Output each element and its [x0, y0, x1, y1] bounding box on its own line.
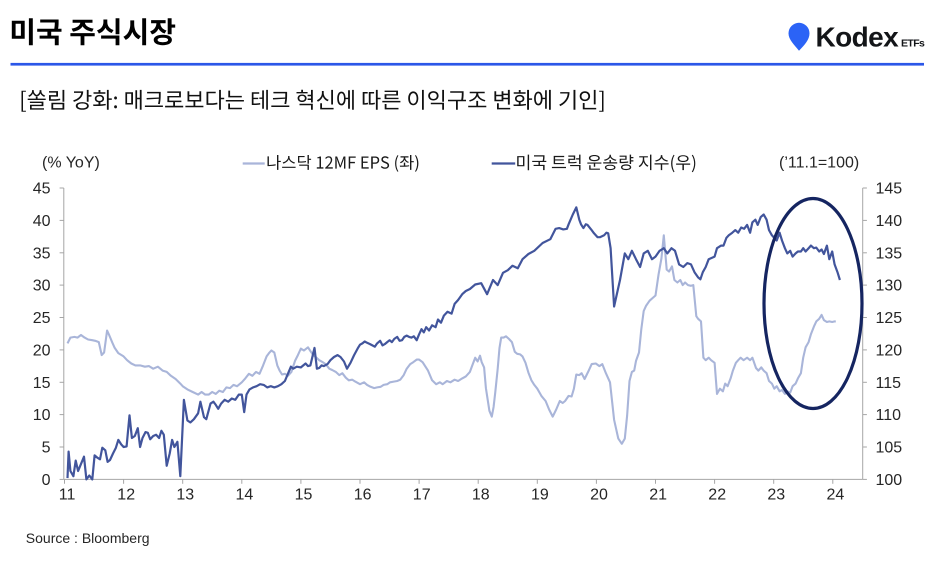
- svg-text:15: 15: [33, 375, 51, 392]
- svg-text:20: 20: [590, 487, 608, 504]
- svg-text:30: 30: [33, 278, 51, 295]
- svg-text:5: 5: [42, 440, 51, 457]
- svg-text:18: 18: [472, 487, 490, 504]
- svg-text:21: 21: [649, 487, 667, 504]
- svg-text:45: 45: [33, 181, 51, 198]
- svg-text:(% YoY): (% YoY): [42, 155, 100, 172]
- svg-text:40: 40: [33, 213, 51, 230]
- svg-text:12: 12: [117, 487, 135, 504]
- svg-text:35: 35: [33, 245, 51, 262]
- svg-text:17: 17: [413, 487, 431, 504]
- svg-text:20: 20: [33, 342, 51, 359]
- svg-text:120: 120: [876, 342, 903, 359]
- svg-text:135: 135: [876, 245, 903, 262]
- svg-text:16: 16: [354, 487, 372, 504]
- svg-text:11: 11: [59, 487, 76, 504]
- svg-text:110: 110: [876, 407, 902, 424]
- svg-text:25: 25: [33, 310, 51, 327]
- svg-text:105: 105: [876, 440, 903, 457]
- svg-text:115: 115: [876, 375, 902, 392]
- svg-text:19: 19: [531, 487, 549, 504]
- svg-text:140: 140: [876, 213, 903, 230]
- svg-text:100: 100: [876, 472, 903, 489]
- svg-text:ETFs: ETFs: [901, 37, 925, 49]
- svg-text:(’11.1=100): (’11.1=100): [779, 155, 859, 172]
- svg-text:22: 22: [708, 487, 726, 504]
- svg-text:13: 13: [176, 487, 194, 504]
- svg-text:Source : Bloomberg: Source : Bloomberg: [26, 530, 150, 546]
- svg-text:0: 0: [42, 472, 51, 489]
- svg-text:125: 125: [876, 310, 903, 327]
- svg-text:15: 15: [295, 487, 313, 504]
- svg-text:23: 23: [767, 487, 785, 504]
- svg-text:24: 24: [827, 487, 845, 504]
- svg-text:145: 145: [876, 181, 903, 198]
- svg-text:130: 130: [876, 278, 903, 295]
- svg-text:Kodex: Kodex: [816, 22, 900, 53]
- svg-text:14: 14: [236, 487, 254, 504]
- svg-text:10: 10: [33, 407, 51, 424]
